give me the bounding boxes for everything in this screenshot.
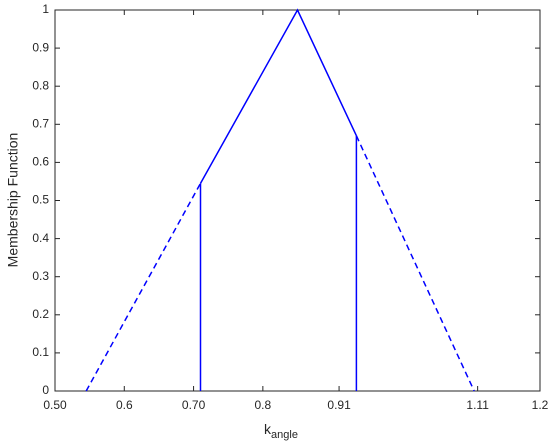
y-tick-label: 0.2 [32, 307, 49, 321]
x-tick-label: 0.50 [43, 398, 67, 412]
x-tick-label: 0.8 [255, 398, 272, 412]
x-axis-label: kangle [264, 421, 298, 441]
x-tick-label: 0.91 [327, 398, 351, 412]
line-series [199, 8, 358, 184]
y-tick-label: 0.4 [32, 231, 49, 245]
y-tick-label: 1 [42, 2, 49, 16]
x-tick-label: 0.70 [182, 398, 206, 412]
line-series [355, 135, 475, 392]
x-axis-label-subscript: angle [271, 429, 298, 441]
x-tick-label: 0.6 [116, 398, 133, 412]
y-tick-label: 0.8 [32, 78, 49, 92]
y-tick-label: 0.6 [32, 155, 49, 169]
x-axis-label-main: k [264, 421, 272, 437]
line-series [85, 182, 202, 392]
y-tick-label: 0.9 [32, 40, 49, 54]
y-tick-label: 0 [42, 383, 49, 397]
y-tick-label: 0.7 [32, 116, 49, 130]
y-tick-label: 0.1 [32, 345, 49, 359]
plot-frame [54, 9, 541, 392]
x-tick-label: 1.2 [532, 398, 549, 412]
y-axis-label: Membership Function [5, 133, 21, 268]
y-tick-label: 0.3 [32, 269, 49, 283]
y-tick-label: 0.5 [32, 193, 49, 207]
x-tick-label: 1.11 [466, 398, 489, 412]
